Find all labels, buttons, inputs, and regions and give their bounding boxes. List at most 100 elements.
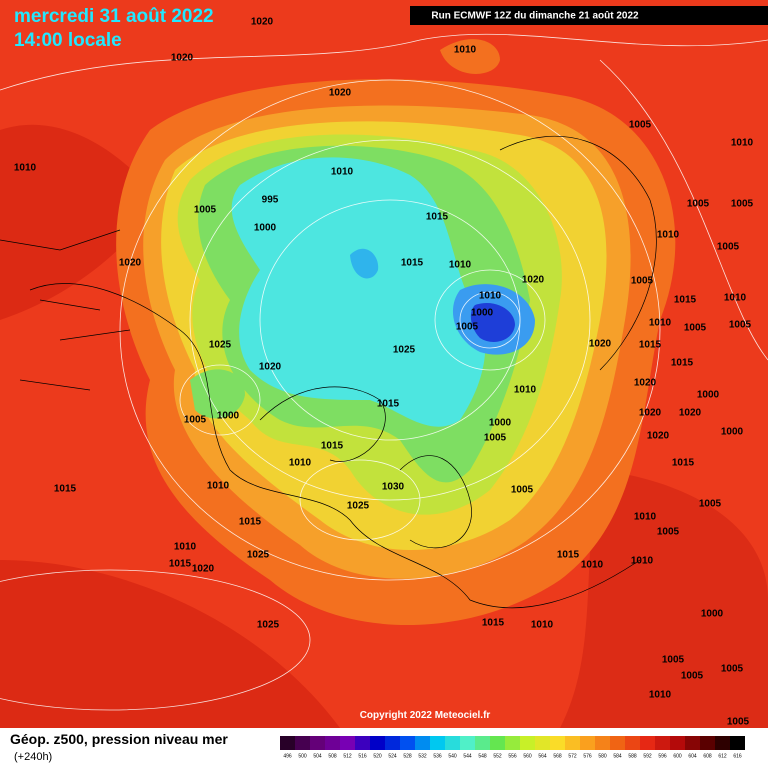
isobar-label: 1025	[257, 620, 280, 631]
legend-swatch	[280, 736, 295, 750]
legend-label: 520	[373, 753, 382, 759]
warm-zone	[0, 124, 160, 321]
isobar-label: 1015	[639, 340, 662, 351]
isobar-label: 1015	[54, 484, 77, 495]
isobar-label: 1005	[684, 323, 707, 334]
isobar-label: 1000	[489, 418, 512, 429]
legend-label: 612	[718, 753, 727, 759]
isobar-label: 1000	[217, 411, 240, 422]
legend-swatch	[625, 736, 640, 750]
isobar-label: 1015	[672, 458, 695, 469]
isobar-label: 1010	[724, 293, 747, 304]
isobar-label: 1030	[382, 482, 405, 493]
isobar-label: 1020	[119, 258, 142, 269]
legend-swatch	[520, 736, 535, 750]
legend-label: 560	[523, 753, 532, 759]
isobar-label: 1000	[471, 308, 494, 319]
footer-lead: (+240h)	[14, 751, 52, 763]
isobar-label: 1010	[581, 560, 604, 571]
isobar-label: 1020	[171, 53, 194, 64]
legend-label: 500	[298, 753, 307, 759]
legend-label: 536	[433, 753, 442, 759]
isobar-label: 1025	[209, 340, 232, 351]
legend-label: 616	[733, 753, 742, 759]
legend-swatch	[580, 736, 595, 750]
isobar-label: 1005	[184, 415, 207, 426]
isobar-label: 1015	[426, 212, 449, 223]
legend-label: 608	[703, 753, 712, 759]
legend-label: 548	[478, 753, 487, 759]
isobar-label: 1005	[194, 205, 217, 216]
isobar-label: 1005	[511, 485, 534, 496]
isobar-label: 1025	[347, 501, 370, 512]
legend-label: 504	[313, 753, 322, 759]
isobar-label: 1005	[717, 242, 740, 253]
isobar-label: 1010	[289, 458, 312, 469]
isobar-label: 1000	[697, 390, 720, 401]
coastlines	[0, 135, 657, 609]
legend-swatch	[490, 736, 505, 750]
isobar-label: 1005	[681, 671, 704, 682]
isobar-label: 1020	[329, 88, 352, 99]
legend-label: 508	[328, 753, 337, 759]
legend-swatch	[385, 736, 400, 750]
isobar-label: 1015	[377, 399, 400, 410]
isobar-label: 1000	[721, 427, 744, 438]
isobar-label: 1005	[727, 717, 750, 728]
isobar-labels: 1020102010101020101010051010101099510051…	[14, 17, 754, 728]
isobar-label: 1015	[557, 550, 580, 561]
warm-zone	[560, 470, 768, 728]
isobar-label: 1010	[514, 385, 537, 396]
legend-swatch	[685, 736, 700, 750]
legend-label: 496	[283, 753, 292, 759]
isobar-label: 1005	[657, 527, 680, 538]
legend-swatch	[640, 736, 655, 750]
warm-zone	[0, 560, 340, 728]
isobar-label: 1010	[207, 481, 230, 492]
legend-swatch	[715, 736, 730, 750]
legend-swatch	[415, 736, 430, 750]
legend-swatch	[610, 736, 625, 750]
contour-band	[350, 248, 379, 279]
isobar-label: 1005	[699, 499, 722, 510]
isobar-label: 1005	[729, 320, 752, 331]
contour-band	[190, 369, 245, 419]
isobar-label: 1020	[259, 362, 282, 373]
isobar-label: 1020	[634, 378, 657, 389]
legend-label: 528	[403, 753, 412, 759]
isobar-label: 1000	[701, 609, 724, 620]
legend-label: 584	[613, 753, 622, 759]
legend-swatch	[325, 736, 340, 750]
isobar-label: 1010	[731, 138, 754, 149]
legend-swatch	[340, 736, 355, 750]
isobar-label: 1010	[634, 512, 657, 523]
legend-label: 572	[568, 753, 577, 759]
isobar-label: 1010	[331, 167, 354, 178]
isobar-label: 1010	[531, 620, 554, 631]
copyright: Copyright 2022 Meteociel.fr	[360, 710, 491, 721]
contour-band	[440, 39, 500, 74]
isobar-label: 1005	[662, 655, 685, 666]
isobar-label: 1005	[731, 199, 754, 210]
isobar-label: 1015	[482, 618, 505, 629]
isobar-label: 1020	[589, 339, 612, 350]
footer: Géop. z500, pression niveau mer (+240h) …	[10, 731, 745, 763]
legend-swatch	[550, 736, 565, 750]
isobar-label: 1010	[14, 163, 37, 174]
legend-swatch	[595, 736, 610, 750]
time: 14:00 locale	[14, 30, 122, 51]
legend-swatch	[445, 736, 460, 750]
isobar-label: 1025	[393, 345, 416, 356]
isobar-label: 1020	[251, 17, 274, 28]
legend-swatch	[400, 736, 415, 750]
isobar-label: 1005	[629, 120, 652, 131]
isobar-label: 1005	[484, 433, 507, 444]
isobar-label: 1005	[456, 322, 479, 333]
legend-swatch	[295, 736, 310, 750]
footer-title: Géop. z500, pression niveau mer	[10, 731, 228, 747]
legend-label: 604	[688, 753, 697, 759]
isobar-label: 1015	[401, 258, 424, 269]
date: mercredi 31 août 2022	[14, 6, 214, 27]
isobar-label: 1020	[192, 564, 215, 575]
